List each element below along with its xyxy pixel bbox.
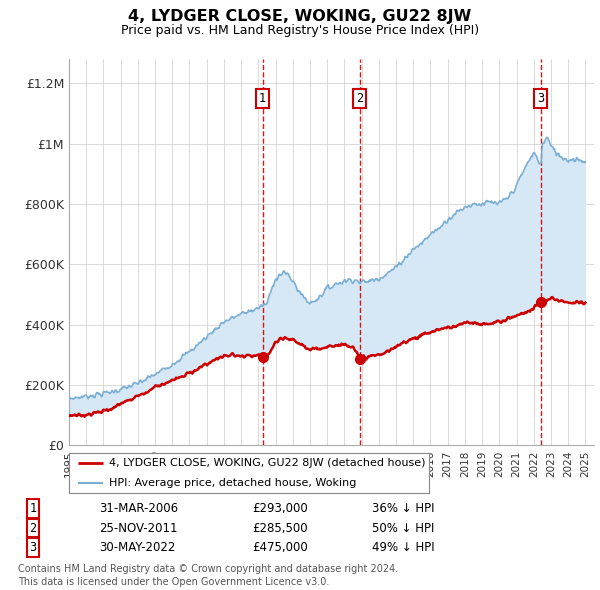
Text: HPI: Average price, detached house, Woking: HPI: Average price, detached house, Woki…: [109, 478, 356, 487]
Text: 49% ↓ HPI: 49% ↓ HPI: [372, 541, 434, 554]
Text: 4, LYDGER CLOSE, WOKING, GU22 8JW: 4, LYDGER CLOSE, WOKING, GU22 8JW: [128, 9, 472, 24]
Text: 3: 3: [29, 541, 37, 554]
Text: 3: 3: [538, 92, 545, 105]
Text: 50% ↓ HPI: 50% ↓ HPI: [372, 522, 434, 535]
Text: 25-NOV-2011: 25-NOV-2011: [99, 522, 178, 535]
Text: £293,000: £293,000: [252, 502, 308, 515]
Text: 1: 1: [29, 502, 37, 515]
Text: 4, LYDGER CLOSE, WOKING, GU22 8JW (detached house): 4, LYDGER CLOSE, WOKING, GU22 8JW (detac…: [109, 458, 425, 467]
Text: £475,000: £475,000: [252, 541, 308, 554]
Text: £285,500: £285,500: [252, 522, 308, 535]
Text: Price paid vs. HM Land Registry's House Price Index (HPI): Price paid vs. HM Land Registry's House …: [121, 24, 479, 37]
Text: 1: 1: [259, 92, 266, 105]
Text: 2: 2: [356, 92, 364, 105]
Text: 31-MAR-2006: 31-MAR-2006: [99, 502, 178, 515]
Text: 30-MAY-2022: 30-MAY-2022: [99, 541, 175, 554]
Text: 36% ↓ HPI: 36% ↓ HPI: [372, 502, 434, 515]
Text: Contains HM Land Registry data © Crown copyright and database right 2024.
This d: Contains HM Land Registry data © Crown c…: [18, 564, 398, 587]
Text: 2: 2: [29, 522, 37, 535]
